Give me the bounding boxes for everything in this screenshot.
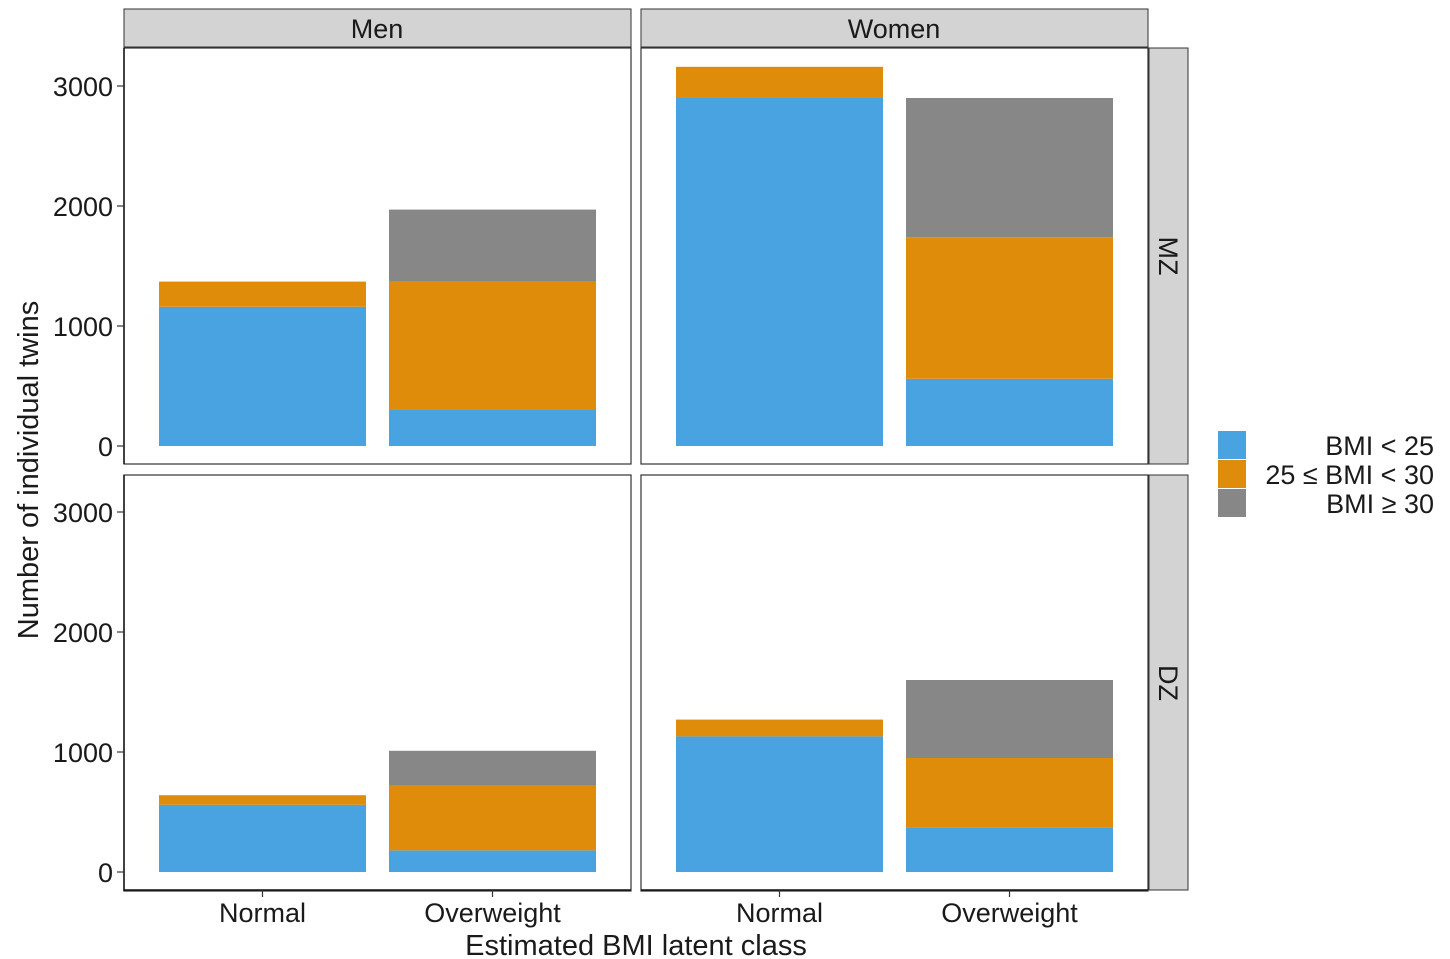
legend-swatch-1 bbox=[1218, 431, 1246, 459]
bar-segment-overweight-3 bbox=[389, 209, 596, 282]
bar-segment-overweight-2 bbox=[389, 281, 596, 410]
x-tick-label: Overweight bbox=[424, 898, 561, 928]
facet-strips: Men Women MZ DZ bbox=[123, 8, 1189, 891]
y-axis-title: Number of individual twins bbox=[13, 301, 45, 639]
bar-segment-overweight-1 bbox=[389, 410, 596, 446]
y-tick-label: 0 bbox=[98, 858, 113, 888]
bar-segment-normal-2 bbox=[159, 795, 366, 805]
y-tick-label: 0 bbox=[98, 432, 113, 462]
panel-men-dz bbox=[123, 474, 632, 892]
bar-segment-overweight-1 bbox=[389, 850, 596, 872]
facet-label-women: Women bbox=[848, 14, 941, 44]
bar-segment-normal-1 bbox=[676, 736, 883, 872]
facet-label-men: Men bbox=[351, 14, 404, 44]
legend-label-3: BMI ≥ 30 bbox=[1326, 489, 1434, 519]
y-tick-label: 1000 bbox=[53, 312, 113, 342]
bar-segment-normal-1 bbox=[159, 804, 366, 872]
x-tick-label: Normal bbox=[219, 898, 306, 928]
x-axis-title: Estimated BMI latent class bbox=[465, 930, 807, 959]
panel-women-dz bbox=[640, 474, 1149, 892]
y-axes: 0 1000 2000 3000 0 1000 2000 3000 bbox=[53, 48, 125, 891]
bar-segment-overweight-2 bbox=[389, 785, 596, 851]
y-tick-label: 3000 bbox=[53, 72, 113, 102]
facet-label-mz: MZ bbox=[1153, 237, 1183, 276]
legend-swatch-3 bbox=[1218, 489, 1246, 517]
y-tick-label: 1000 bbox=[53, 738, 113, 768]
bar-segment-normal-2 bbox=[159, 281, 366, 307]
bar-segment-overweight-2 bbox=[906, 237, 1113, 379]
y-tick-label: 3000 bbox=[53, 498, 113, 528]
bar-segment-normal-2 bbox=[676, 66, 883, 98]
bar-segment-overweight-2 bbox=[906, 758, 1113, 828]
bar-segment-normal-2 bbox=[676, 719, 883, 737]
facet-label-dz: DZ bbox=[1153, 665, 1183, 701]
x-tick-label: Overweight bbox=[941, 898, 1078, 928]
legend-label-1: BMI < 25 bbox=[1325, 431, 1434, 461]
facet-strip-women bbox=[640, 8, 1149, 48]
y-tick-label: 2000 bbox=[53, 192, 113, 222]
facet-strip-mz bbox=[1148, 47, 1189, 465]
legend-label-2: 25 ≤ BMI < 30 bbox=[1265, 460, 1434, 490]
panel-women-mz bbox=[640, 47, 1149, 465]
bar-segment-overweight-3 bbox=[389, 750, 596, 786]
panels bbox=[123, 47, 1149, 892]
bar-segment-normal-1 bbox=[676, 98, 883, 446]
x-tick-label: Normal bbox=[736, 898, 823, 928]
facet-strip-dz bbox=[1148, 474, 1189, 891]
legend-swatch-2 bbox=[1218, 460, 1246, 488]
bar-segment-overweight-3 bbox=[906, 98, 1113, 238]
bar-segment-overweight-1 bbox=[906, 827, 1113, 872]
y-tick-label: 2000 bbox=[53, 618, 113, 648]
bar-segment-overweight-3 bbox=[906, 680, 1113, 758]
bar-segment-normal-1 bbox=[159, 306, 366, 446]
x-axes: Normal Overweight Normal Overweight bbox=[124, 889, 1148, 928]
bar-segment-overweight-1 bbox=[906, 378, 1113, 446]
facet-strip-men bbox=[123, 8, 632, 48]
panel-men-mz bbox=[123, 47, 632, 465]
